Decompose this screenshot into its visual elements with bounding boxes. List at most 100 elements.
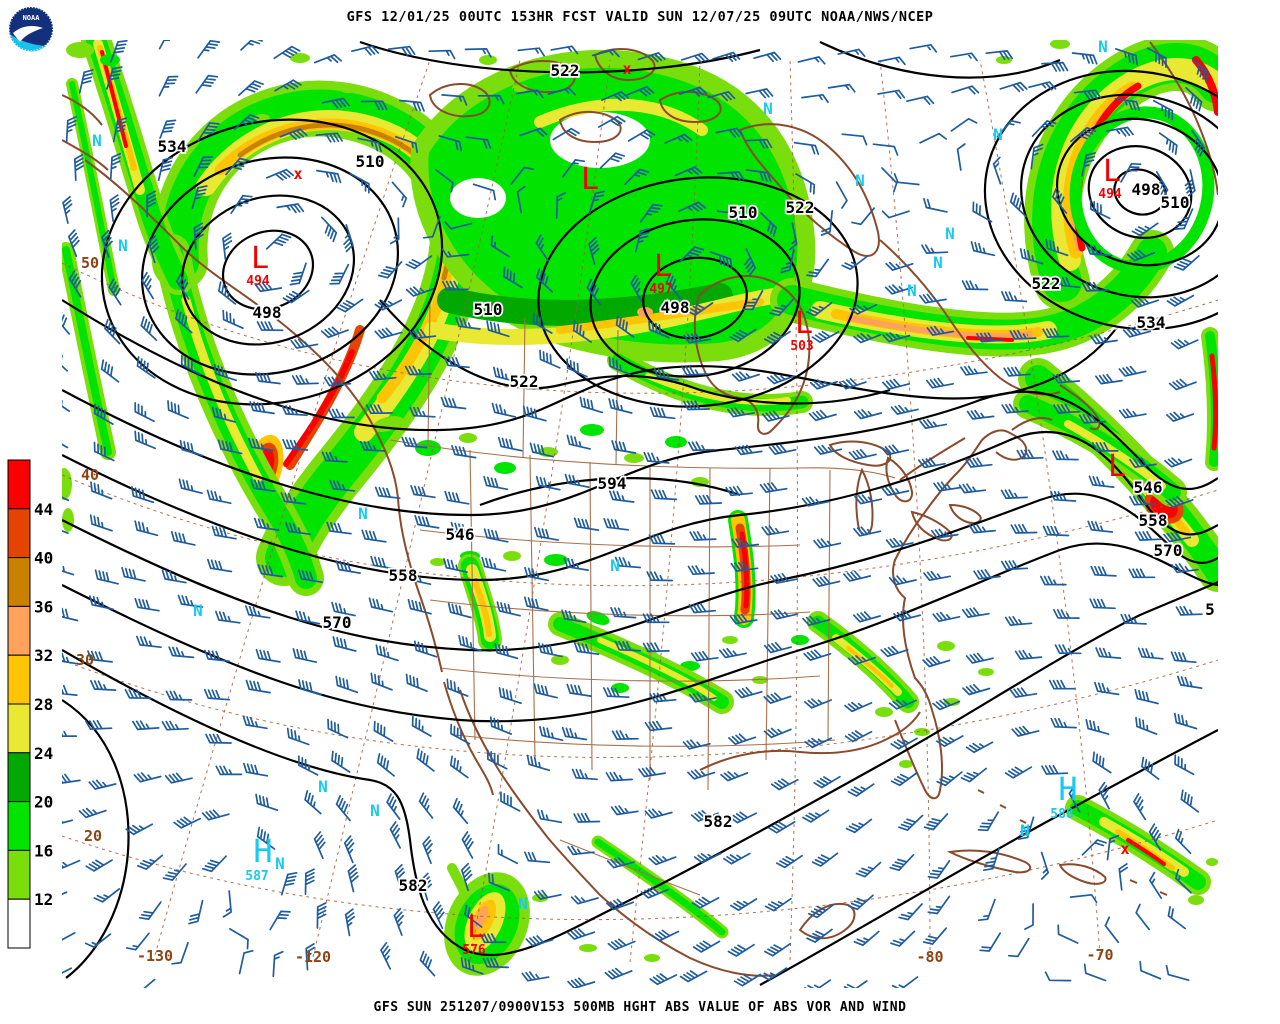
height-contour-label: 510 [1161,193,1190,212]
noaa-logo-wave [10,34,46,52]
n-marker: N [370,801,380,820]
geography-layer [62,41,1218,977]
low-pressure-value: 503 [790,339,813,354]
n-marker: N [945,224,955,243]
colorbar-tick-label: 16 [34,841,53,860]
height-contour-label: 510 [474,300,503,319]
colorbar-segment [7,703,31,754]
latitude-label: 40 [81,466,99,484]
colorbar-tick-label: 28 [34,695,53,714]
longitude-label: -80 [916,948,943,966]
height-contour-label: 558 [1139,511,1168,530]
n-marker: N [193,601,203,620]
longitude-label: -130 [137,947,173,965]
low-pressure-marker: L [1108,449,1126,484]
height-contour-label: 498 [1132,180,1161,199]
longitude-label: -70 [1086,946,1113,964]
low-pressure-marker: L [795,306,813,341]
latitude-label: 50 [81,254,99,272]
noaa-bird-icon [13,25,43,42]
n-marker: N [993,125,1003,144]
vorticity-fill-layer [62,40,1218,976]
height-contour-label: 522 [786,198,815,217]
n-marker: N [763,99,773,118]
height-contour-label: 546 [1134,478,1163,497]
latitude-label: 20 [84,827,102,845]
low-pressure-value: 494 [246,274,270,289]
height-contour-label: 546 [446,525,475,544]
vort-max-x-marker: x [1120,840,1129,858]
wind-barb-layer [62,40,1210,988]
colorbar-tick-label: 24 [34,744,53,763]
colorbar-tick-label: 40 [34,549,53,568]
high-pressure-value: 587 [245,869,268,884]
colorbar-segment [7,654,31,705]
n-marker: N [92,131,102,150]
colorbar-segment [7,752,31,803]
noaa-logo-text: NOAA [23,14,41,22]
height-contour-layer [62,40,1218,986]
height-contour-label: 534 [1137,313,1166,332]
height-contour-label: 498 [253,303,282,322]
n-marker: N [933,253,943,272]
low-pressure-value: 497 [649,282,672,297]
height-contour-label: 570 [323,613,352,632]
low-pressure-marker: L [1103,154,1121,189]
colorbar-segment [7,557,31,607]
colorbar-segment [7,801,31,851]
height-contour-label: 510 [356,152,385,171]
vort-max-x-marker: x [622,60,631,78]
colorbar-tick-label: 36 [34,597,53,616]
height-contour-label: 582 [704,812,733,831]
low-pressure-marker: L [654,249,672,284]
noaa-logo: NOAA [9,7,53,52]
colorbar-segment [7,898,31,949]
longitude-label: -120 [295,948,331,966]
low-pressure-value: 576 [462,943,486,958]
colorbar-segment [7,459,31,510]
height-contour-label: 534 [158,137,187,156]
height-contour-label: 522 [510,372,539,391]
n-marker: N [855,171,865,190]
n-marker: N [1020,821,1030,840]
latitude-label: 30 [76,651,94,669]
n-marker: N [1098,37,1108,56]
chart-title: GFS 12/01/25 00UTC 153HR FCST VALID SUN … [346,9,934,25]
height-contour-label: 582 [399,876,428,895]
noaa-logo-ring [9,7,53,51]
colorbar-segment [7,605,31,656]
height-contour-label: 522 [1032,274,1061,293]
colorbar-tick-label: 32 [34,646,53,665]
height-contour-label: 594 [598,474,627,493]
height-contour-label: 570 [1154,541,1183,560]
low-pressure-value: 494 [1098,187,1122,202]
height-contour-label: 5 [1205,600,1215,619]
height-contour-label: 498 [661,298,690,317]
high-pressure-marker: H [1058,770,1077,808]
colorbar-segment [7,508,31,559]
height-contour-label: 510 [729,203,758,222]
n-marker: N [610,556,620,575]
high-pressure-value: 588 [1050,807,1074,822]
low-pressure-marker: L [251,241,269,276]
height-contour-label: 522 [551,61,580,80]
vorticity-colorbar: 44 40 36 32 28 24 20 16 12 [7,459,53,949]
colorbar-tick-label: 12 [34,890,53,909]
n-marker: N [907,281,917,300]
high-pressure-marker: H [253,832,272,870]
n-marker: N [118,236,128,255]
n-marker: N [358,504,368,523]
height-contour-label: 558 [389,566,418,585]
colorbar-segment [7,849,31,900]
n-marker: N [275,854,285,873]
low-pressure-marker: L [581,162,599,197]
colorbar-tick-label: 44 [34,500,53,519]
vort-max-x-marker: x [293,165,302,183]
n-marker: N [318,777,328,796]
chart-caption: GFS SUN 251207/0900V153 500MB HGHT ABS V… [373,1000,907,1015]
wind-barbs [62,40,1210,988]
colorbar-tick-label: 20 [34,793,53,812]
